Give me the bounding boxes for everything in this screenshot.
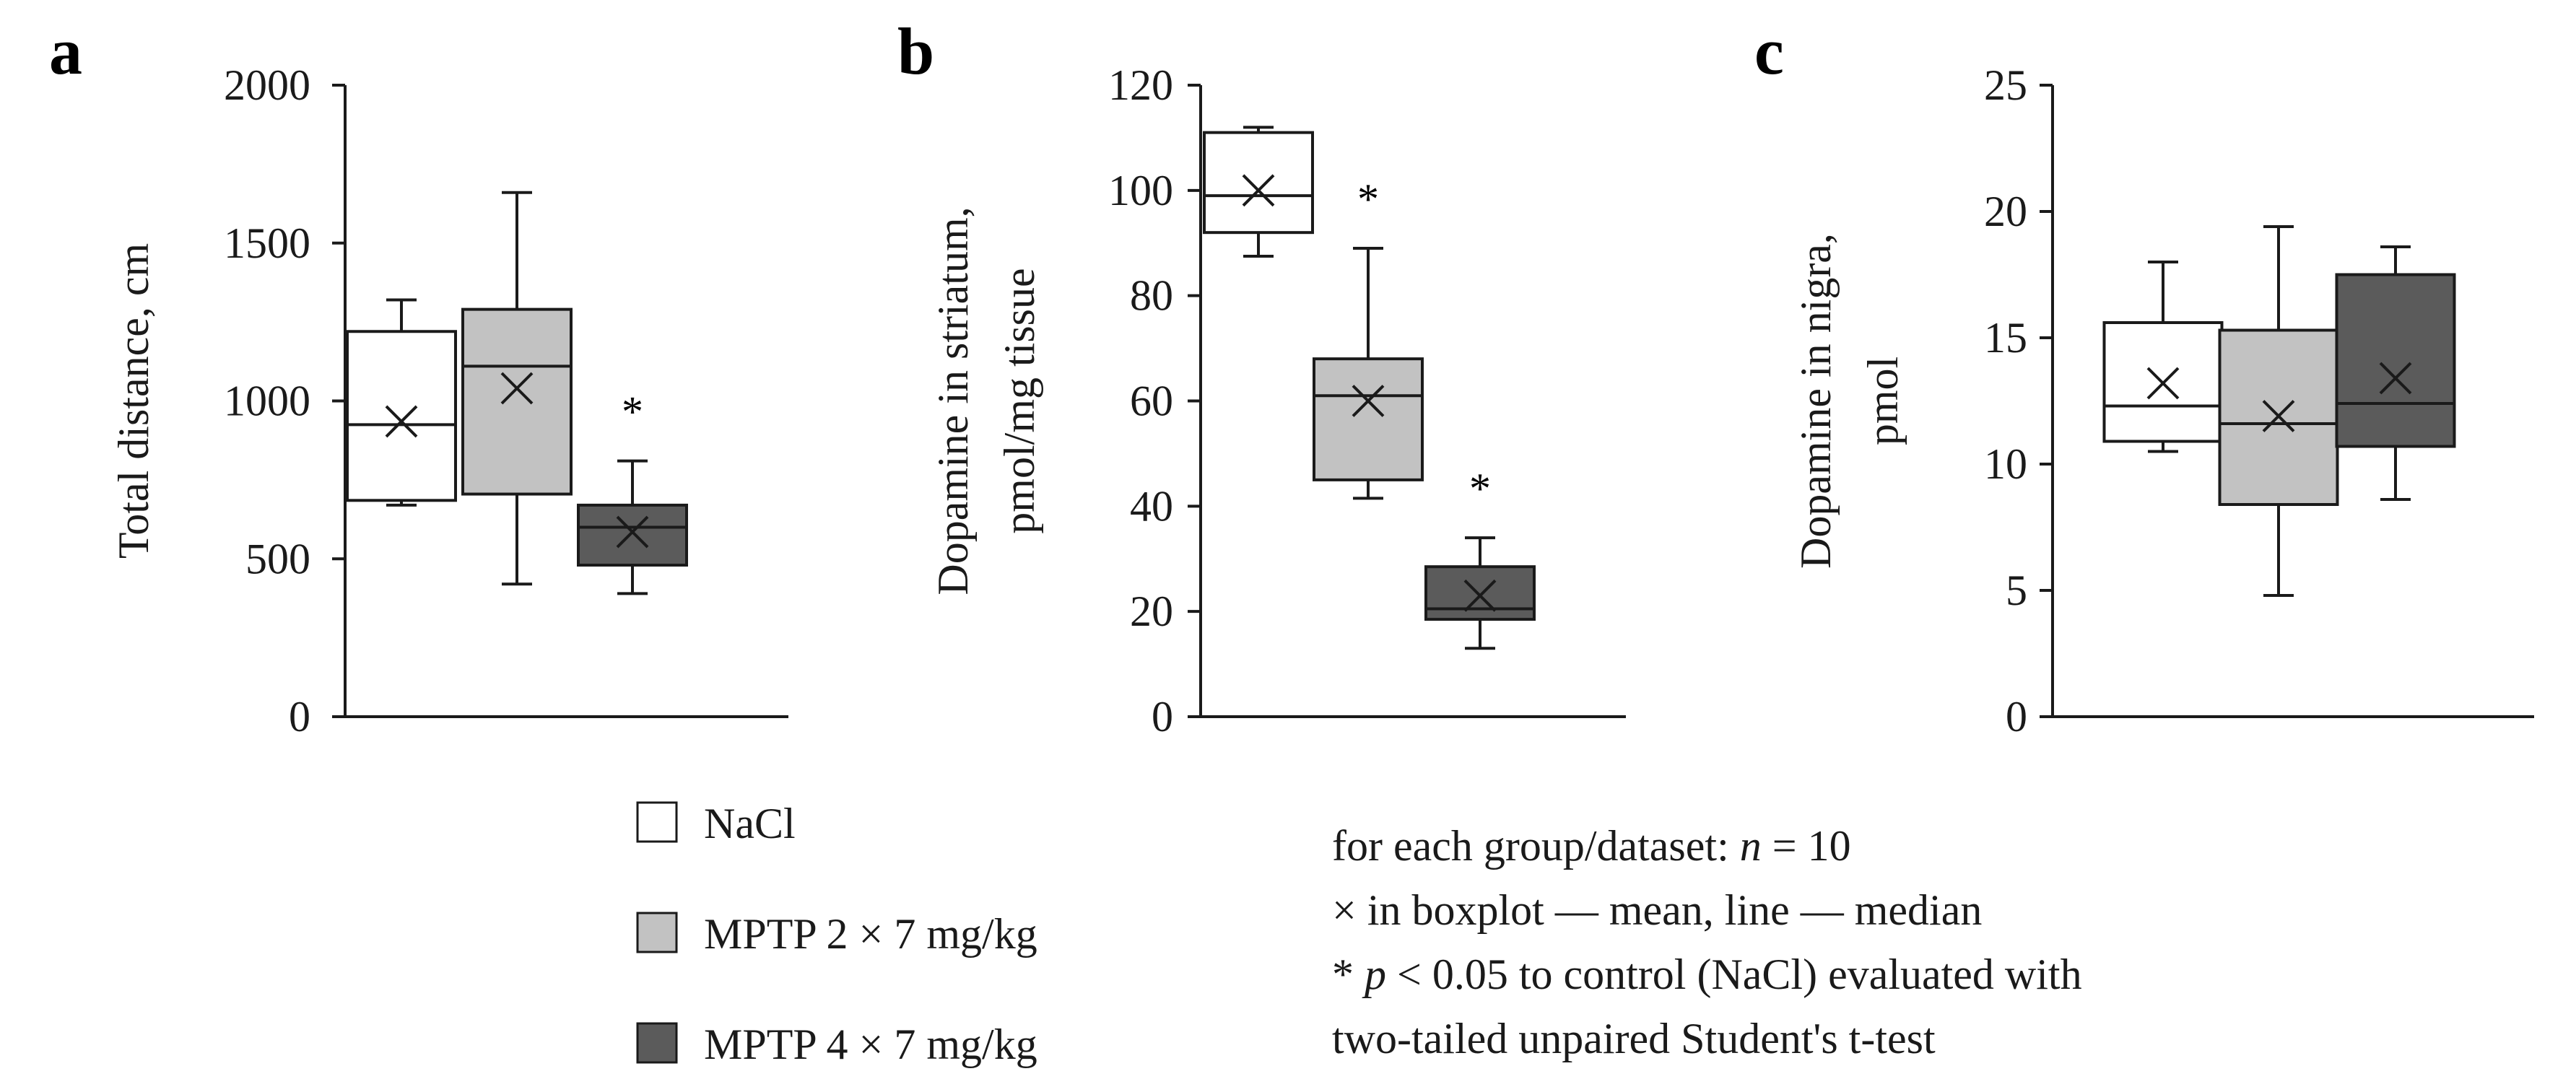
mean-marker: [2379, 362, 2412, 395]
mean-marker: [1242, 174, 1275, 207]
panel-b: b 0 20 40 60 80 100 120 Dopamine in striatum, pmo…: [897, 14, 1626, 741]
box-nacl: [2102, 261, 2224, 453]
box-iqr: [1203, 131, 1314, 235]
mean-marker: [385, 405, 418, 438]
y-axis-title: Dopamine in striatum,: [929, 206, 977, 595]
legend-label-nacl: NaCl: [704, 800, 796, 847]
note-test: two-tailed unpaired Student's t-test: [1332, 1015, 1936, 1062]
y-tick-label: 5: [2006, 567, 2027, 614]
box-mptp2: [2218, 225, 2339, 597]
legend-swatch-mptp4: [636, 1022, 678, 1064]
legend-label-mptp4: MPTP 4 × 7 mg/kg: [704, 1021, 1037, 1068]
note-significance-star: *: [1332, 951, 1365, 998]
note-sample-size-prefix: for each group/dataset:: [1332, 822, 1740, 870]
legend-swatch-mptp2: [636, 912, 678, 953]
significance-star: *: [1469, 465, 1491, 512]
box-iqr: [1313, 357, 1424, 481]
mean-marker: [2262, 400, 2295, 432]
y-axis-title: Total distance, cm: [110, 243, 157, 559]
legend-swatch-nacl: [636, 801, 678, 843]
box-mptp4: *: [577, 388, 688, 595]
note-significance-text: < 0.05 to control (NaCl) evaluated with: [1386, 951, 2082, 998]
y-tick-label: 0: [289, 693, 310, 741]
legend: NaCl MPTP 2 × 7 mg/kg MPTP 4 × 7 mg/kg: [636, 800, 1037, 1068]
y-tick-label: 500: [245, 535, 310, 582]
y-tick-label: 25: [1984, 61, 2027, 109]
box-mptp2: [461, 191, 573, 586]
panel-letter-b: b: [897, 14, 934, 88]
note-sample-size-value: = 10: [1762, 822, 1851, 870]
y-tick-label: 60: [1130, 377, 1173, 425]
mean-marker: [616, 515, 649, 549]
y-tick-label: 2000: [224, 61, 310, 109]
box-iqr: [577, 503, 688, 567]
y-tick-label: 100: [1108, 167, 1173, 214]
y-tick-label: 20: [1130, 588, 1173, 635]
box-iqr: [2335, 273, 2456, 448]
box-mptp4: *: [1424, 465, 1536, 650]
y-tick-label: 120: [1108, 61, 1173, 109]
y-tick-label: 1500: [224, 219, 310, 267]
note-significance: * p < 0.05 to control (NaCl) evaluated w…: [1332, 951, 2082, 998]
mean-marker: [500, 372, 534, 405]
significance-star: *: [1357, 175, 1379, 223]
y-tick-label: 0: [1152, 693, 1173, 741]
note-sample-size: for each group/dataset: n = 10: [1332, 822, 1851, 870]
legend-label-mptp2: MPTP 2 × 7 mg/kg: [704, 910, 1037, 958]
note-significance-p: p: [1362, 951, 1386, 998]
y-tick-label: 20: [1984, 188, 2027, 235]
y-axis-title: Dopamine in nigra,: [1792, 233, 1840, 569]
y-tick-label: 1000: [224, 377, 310, 425]
y-tick-label: 0: [2006, 693, 2027, 741]
y-axis-title: pmol: [1859, 357, 1907, 445]
y-tick-label: 80: [1130, 272, 1173, 320]
box-mptp2: *: [1313, 175, 1424, 500]
mean-marker: [2146, 367, 2180, 400]
panel-letter-c: c: [1754, 14, 1784, 88]
y-tick-label: 15: [1984, 314, 2027, 362]
box-iqr: [1424, 565, 1536, 621]
y-axis-title: pmol/mg tissue: [996, 268, 1043, 533]
panel-letter-a: a: [49, 14, 82, 88]
note-box-legend: × in boxplot — mean, line — median: [1332, 886, 1982, 934]
method-notes: for each group/dataset: n = 10 × in boxp…: [1332, 822, 2082, 1062]
y-tick-label: 40: [1130, 482, 1173, 530]
box-nacl: [1203, 126, 1314, 258]
significance-star: *: [622, 388, 643, 436]
box-nacl: [346, 298, 457, 507]
panel-c: c 0 5 10 15 20 25 Dopamine in nigra, pmol: [1754, 14, 2534, 741]
mean-marker: [1463, 579, 1497, 612]
box-iqr: [461, 307, 573, 496]
y-tick-label: 10: [1984, 440, 2027, 488]
mean-marker: [1352, 385, 1385, 417]
box-iqr: [346, 330, 457, 502]
note-sample-size-n: n: [1740, 822, 1762, 870]
box-mptp4: [2335, 245, 2456, 501]
panel-a: a 0 500 1000 1500 2000 Total distance, cm *: [49, 14, 788, 741]
